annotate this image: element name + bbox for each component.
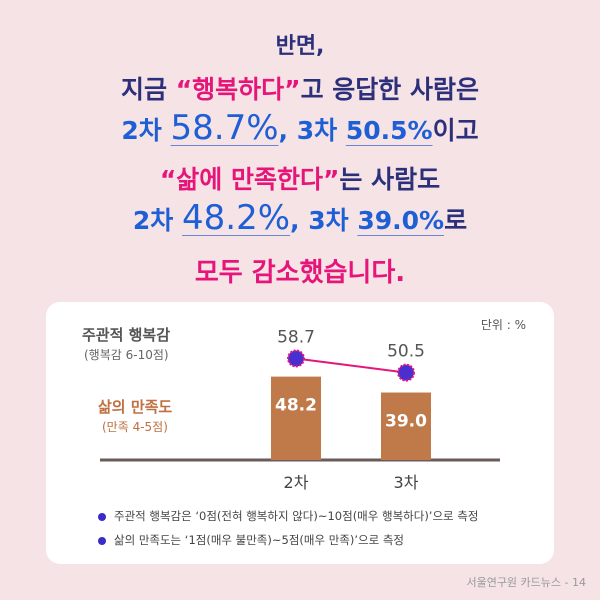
text: 이고: [432, 116, 479, 145]
headline-line-2: 지금 “행복하다”고 응답한 사람은: [0, 70, 600, 106]
happiness-line: [295, 357, 407, 374]
note-text: 삶의 만족도는 ‘1점(매우 불만족)~5점(매우 만족)’으로 측정: [114, 533, 404, 547]
satisfied-phrase: “삶에 만족한다”: [159, 165, 340, 194]
note-text: 주관적 행복감은 ‘0점(전혀 행복하지 않다)~10점(매우 행복하다)’으로…: [114, 509, 479, 523]
bullet-icon: [98, 536, 106, 545]
series-sublabel-satisfaction: (만족 4-5점): [102, 420, 168, 434]
note-1: 주관적 행복감은 ‘0점(전혀 행복하지 않다)~10점(매우 행복하다)’으로…: [98, 508, 478, 524]
happiness-point-1: [287, 349, 305, 368]
headline-line-3: 2차 58.7%, 3차 50.5%이고: [0, 108, 600, 148]
headline-line-5: 2차 48.2%, 3차 39.0%로: [0, 198, 600, 238]
series-label-happiness: 주관적 행복감: [82, 326, 171, 344]
text: 는 사람도: [339, 165, 441, 194]
bar-value-label: 39.0: [385, 412, 427, 432]
bar-value-label: 48.2: [275, 396, 317, 416]
unit-label: 단위 : %: [480, 318, 526, 332]
text: , 3차: [278, 116, 346, 145]
happiness-point-2: [397, 363, 415, 382]
x-tick-label: 2차: [284, 473, 309, 492]
text: 2차: [121, 116, 171, 145]
x-tick-label: 3차: [394, 473, 419, 492]
text: 지금: [120, 75, 176, 104]
headline-line-6: 모두 감소했습니다.: [194, 258, 406, 288]
happy-3rd-value: 50.5%: [345, 116, 433, 145]
bar-2: [381, 392, 431, 460]
headline-line-1: 반면,: [275, 34, 325, 59]
footer: 서울연구원 카드뉴스 - 14: [466, 576, 586, 589]
note-2: 삶의 만족도는 ‘1점(매우 불만족)~5점(매우 만족)’으로 측정: [98, 532, 404, 548]
chart-svg: 48.2 2차 39.0 3차 58.7 50.5: [100, 327, 500, 492]
headline-line-4: “삶에 만족한다”는 사람도: [0, 160, 600, 196]
line-value-label: 50.5: [387, 342, 425, 362]
satisfaction-3rd-value: 39.0%: [357, 206, 445, 235]
happy-phrase: “행복하다”: [175, 75, 301, 104]
text: , 3차: [290, 206, 358, 235]
satisfaction-2nd-value: 48.2%: [182, 198, 291, 238]
text: 로: [444, 206, 468, 235]
bullet-icon: [98, 512, 106, 521]
chart-card: 단위 : % 주관적 행복감 (행복감 6-10점) 삶의 만족도 (만족 4-…: [46, 302, 554, 564]
line-value-label: 58.7: [277, 327, 315, 347]
text: 2차: [132, 206, 183, 235]
series-label-satisfaction: 삶의 만족도: [98, 398, 173, 416]
text: 고 응답한 사람은: [300, 75, 479, 104]
series-sublabel-happiness: (행복감 6-10점): [84, 348, 169, 362]
happy-2nd-value: 58.7%: [170, 108, 279, 148]
bar-1: [271, 376, 321, 460]
